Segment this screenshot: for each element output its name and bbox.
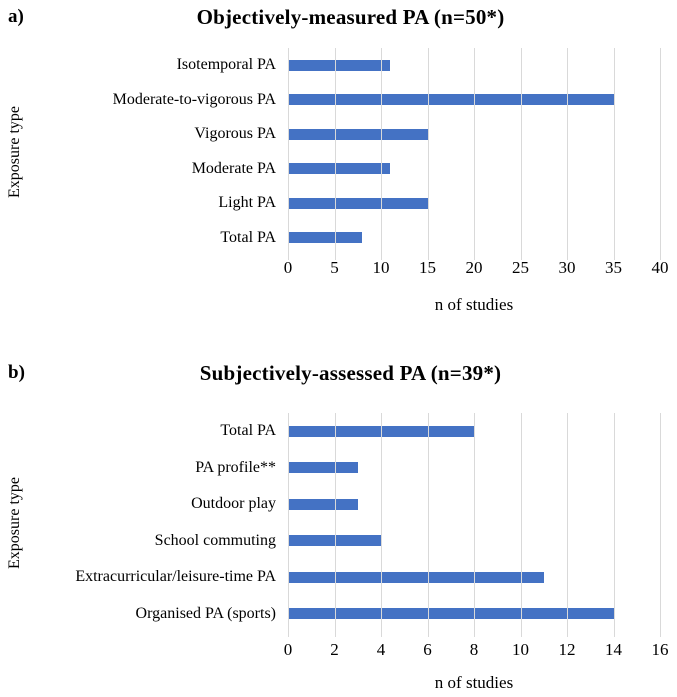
gridline bbox=[474, 413, 475, 637]
bar-row bbox=[288, 186, 660, 221]
gridline bbox=[660, 413, 661, 637]
chart-title-a: Objectively-measured PA (n=50*) bbox=[196, 5, 505, 29]
panel-label-a: a) bbox=[8, 6, 24, 27]
x-tick-labels-b: 0 2 4 6 8 10 12 14 16 bbox=[284, 640, 669, 660]
bar bbox=[288, 232, 363, 244]
gridline bbox=[474, 48, 475, 260]
category-label: PA profile** bbox=[195, 458, 276, 476]
x-tick-label: 6 bbox=[423, 640, 432, 659]
bar bbox=[288, 94, 614, 106]
bar-row bbox=[288, 83, 660, 118]
gridline bbox=[288, 48, 289, 260]
bar bbox=[288, 197, 428, 209]
bar bbox=[288, 163, 391, 175]
x-tick-label: 8 bbox=[469, 640, 479, 659]
category-label: Moderate-to-vigorous PA bbox=[112, 90, 276, 108]
gridline bbox=[520, 413, 522, 637]
x-tick-label: 15 bbox=[419, 258, 436, 277]
x-tick-label: 12 bbox=[558, 640, 576, 659]
bar-row bbox=[288, 221, 660, 256]
x-tick-label: 40 bbox=[651, 258, 669, 277]
category-label: Isotemporal PA bbox=[176, 56, 276, 74]
gridline bbox=[567, 413, 568, 637]
bar-row bbox=[288, 559, 660, 596]
category-label: Organised PA (sports) bbox=[135, 604, 276, 622]
x-tick-label: 0 bbox=[283, 258, 293, 277]
x-tick-label: 4 bbox=[376, 640, 386, 659]
plot-area-a bbox=[288, 48, 661, 260]
x-tick-label: 5 bbox=[330, 258, 339, 277]
x-tick-label: 20 bbox=[465, 258, 483, 277]
x-tick-labels-a: 0 5 10 15 20 25 30 35 40 bbox=[284, 258, 669, 278]
bar-row bbox=[288, 596, 660, 633]
x-axis-title-b: n of studies bbox=[434, 673, 514, 692]
gridline bbox=[381, 413, 382, 637]
category-label: Total PA bbox=[220, 422, 276, 440]
x-tick-label: 14 bbox=[605, 640, 622, 659]
x-tick-label: 16 bbox=[651, 640, 669, 659]
category-label: Outdoor play bbox=[191, 495, 276, 513]
category-label: Moderate PA bbox=[191, 159, 276, 177]
category-labels-a: Isotemporal PA Moderate-to-vigorous PA Vig… bbox=[30, 48, 276, 255]
bar-row bbox=[288, 117, 660, 152]
category-label: Extracurricular/leisure-time PA bbox=[75, 568, 276, 586]
x-tick-label: 2 bbox=[330, 640, 339, 659]
category-label: Total PA bbox=[220, 228, 276, 246]
bar-row bbox=[288, 486, 660, 523]
bar bbox=[288, 498, 358, 510]
gridline bbox=[613, 413, 615, 637]
x-tick-label: 30 bbox=[558, 258, 576, 277]
x-axis-title-a: n of studies bbox=[434, 295, 514, 314]
gridline bbox=[613, 48, 615, 260]
chart-title-b: Subjectively-assessed PA (n=39*) bbox=[199, 361, 502, 385]
gridline bbox=[427, 48, 429, 260]
gridline bbox=[288, 413, 289, 637]
x-tick-label: 0 bbox=[283, 640, 293, 659]
x-tick-label: 25 bbox=[512, 258, 529, 277]
bar-row bbox=[288, 450, 660, 487]
bar bbox=[288, 571, 544, 583]
gridline bbox=[427, 413, 429, 637]
bar bbox=[288, 128, 428, 140]
gridline bbox=[381, 48, 382, 260]
chart-panel-a: a) Objectively-measured PA (n=50*) Expos… bbox=[2, 5, 669, 314]
gridline bbox=[520, 48, 522, 260]
gridline bbox=[334, 413, 336, 637]
panel-label-b: b) bbox=[8, 362, 25, 383]
x-tick-label: 10 bbox=[512, 640, 529, 659]
plot-area-b bbox=[288, 413, 661, 637]
bar bbox=[288, 608, 614, 620]
chart-panel-b: b) Subjectively-assessed PA (n=39*) Expo… bbox=[0, 350, 677, 697]
category-label: School commuting bbox=[154, 531, 276, 549]
gridline bbox=[660, 48, 661, 260]
bar bbox=[288, 462, 358, 474]
bar bbox=[288, 59, 391, 71]
category-label: Light PA bbox=[218, 194, 276, 212]
x-tick-label: 10 bbox=[372, 258, 390, 277]
bar-row bbox=[288, 152, 660, 187]
bar-row bbox=[288, 48, 660, 83]
y-axis-title-text: Exposure type bbox=[6, 105, 23, 198]
gridline bbox=[334, 48, 336, 260]
x-tick-label: 35 bbox=[605, 258, 622, 277]
gridline bbox=[567, 48, 568, 260]
category-label: Vigorous PA bbox=[194, 125, 276, 143]
y-axis-title-a: Exposure type bbox=[2, 48, 28, 255]
category-labels-b: Total PA PA profile** Outdoor play School c… bbox=[8, 413, 276, 632]
